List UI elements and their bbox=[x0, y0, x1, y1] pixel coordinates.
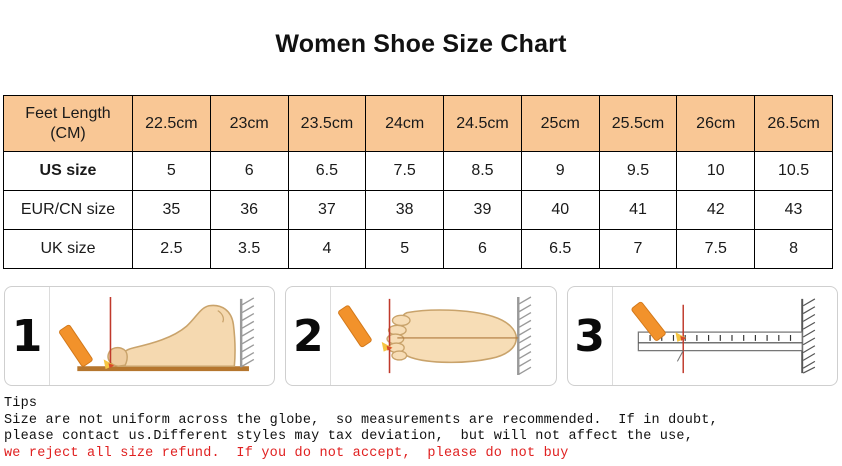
us-size-cell-5: 9 bbox=[520, 151, 600, 191]
us-size-cell-0: 5 bbox=[132, 151, 211, 191]
uk-size-cell-7: 7.5 bbox=[676, 229, 756, 269]
table-row-eur-cn-size: EUR/CN size 35 36 37 38 39 40 41 42 43 bbox=[3, 190, 833, 230]
header-cell-1: 23cm bbox=[209, 95, 289, 152]
table-header-row: Feet Length (CM) 22.5cm 23cm 23.5cm 24cm… bbox=[3, 95, 833, 152]
eur-size-cell-2: 37 bbox=[287, 190, 367, 230]
tips-block: Tips Size are not uniform across the glo… bbox=[4, 396, 842, 462]
header-cell-8: 26.5cm bbox=[754, 95, 833, 152]
us-size-cell-3: 7.5 bbox=[365, 151, 445, 191]
ruler-measure-icon bbox=[613, 287, 837, 385]
eur-size-cell-5: 40 bbox=[520, 190, 600, 230]
uk-size-cell-6: 7 bbox=[598, 229, 678, 269]
row-label-uk-size: UK size bbox=[3, 229, 133, 269]
uk-size-cell-2: 4 bbox=[287, 229, 367, 269]
header-cell-6: 25.5cm bbox=[598, 95, 678, 152]
us-size-cell-4: 8.5 bbox=[443, 151, 522, 191]
row-label-us-size: US size bbox=[3, 151, 133, 191]
us-size-cell-6: 9.5 bbox=[598, 151, 678, 191]
table-row-us-size: US size 5 6 6.5 7.5 8.5 9 9.5 10 10.5 bbox=[3, 151, 833, 191]
us-size-cell-8: 10.5 bbox=[754, 151, 833, 191]
uk-size-cell-3: 5 bbox=[365, 229, 445, 269]
uk-size-cell-1: 3.5 bbox=[209, 229, 289, 269]
eur-size-cell-1: 36 bbox=[209, 190, 289, 230]
uk-size-cell-5: 6.5 bbox=[520, 229, 600, 269]
size-chart-table: Feet Length (CM) 22.5cm 23cm 23.5cm 24cm… bbox=[3, 95, 833, 269]
header-cell-4: 24.5cm bbox=[443, 95, 522, 152]
header-cell-5: 25cm bbox=[520, 95, 600, 152]
eur-size-cell-6: 41 bbox=[598, 190, 678, 230]
eur-size-cell-0: 35 bbox=[132, 190, 211, 230]
page-title: Women Shoe Size Chart bbox=[275, 30, 567, 58]
uk-size-cell-8: 8 bbox=[754, 229, 833, 269]
foot-top-view-icon bbox=[331, 287, 555, 385]
measurement-steps: 1 bbox=[4, 286, 838, 386]
tips-heading: Tips bbox=[4, 396, 38, 411]
tips-line-1: Size are not uniform across the globe, s… bbox=[4, 412, 718, 428]
header-cell-2: 23.5cm bbox=[287, 95, 367, 152]
step-panel-2: 2 bbox=[285, 286, 557, 386]
header-cell-7: 26cm bbox=[676, 95, 756, 152]
us-size-cell-2: 6.5 bbox=[287, 151, 367, 191]
tips-line-2: please contact us.Different styles may t… bbox=[4, 429, 694, 444]
header-feet-length-label: Feet Length (CM) bbox=[3, 95, 133, 152]
step-panel-3: 3 bbox=[566, 286, 838, 386]
eur-size-cell-7: 42 bbox=[676, 190, 756, 230]
eur-size-cell-3: 38 bbox=[365, 190, 445, 230]
step-number-2: 2 bbox=[286, 287, 332, 385]
eur-size-cell-8: 43 bbox=[754, 190, 833, 230]
uk-size-cell-0: 2.5 bbox=[132, 229, 211, 269]
step-number-3: 3 bbox=[568, 287, 613, 385]
step-panel-1: 1 bbox=[4, 286, 276, 386]
header-cell-3: 24cm bbox=[365, 95, 445, 152]
us-size-cell-7: 10 bbox=[676, 151, 756, 191]
table-row-uk-size: UK size 2.5 3.5 4 5 6 6.5 7 7.5 8 bbox=[3, 229, 833, 269]
uk-size-cell-4: 6 bbox=[443, 229, 522, 269]
step-number-1: 1 bbox=[5, 287, 50, 385]
foot-side-view-icon bbox=[50, 287, 274, 385]
header-label-line1: Feet Length bbox=[25, 104, 111, 122]
row-label-eur-cn-size: EUR/CN size bbox=[3, 190, 133, 230]
us-size-cell-1: 6 bbox=[209, 151, 289, 191]
tips-line-3-warning: we reject all size refund. If you do not… bbox=[4, 445, 569, 461]
header-label-line2: (CM) bbox=[50, 124, 86, 142]
eur-size-cell-4: 39 bbox=[443, 190, 522, 230]
header-cell-0: 22.5cm bbox=[132, 95, 211, 152]
